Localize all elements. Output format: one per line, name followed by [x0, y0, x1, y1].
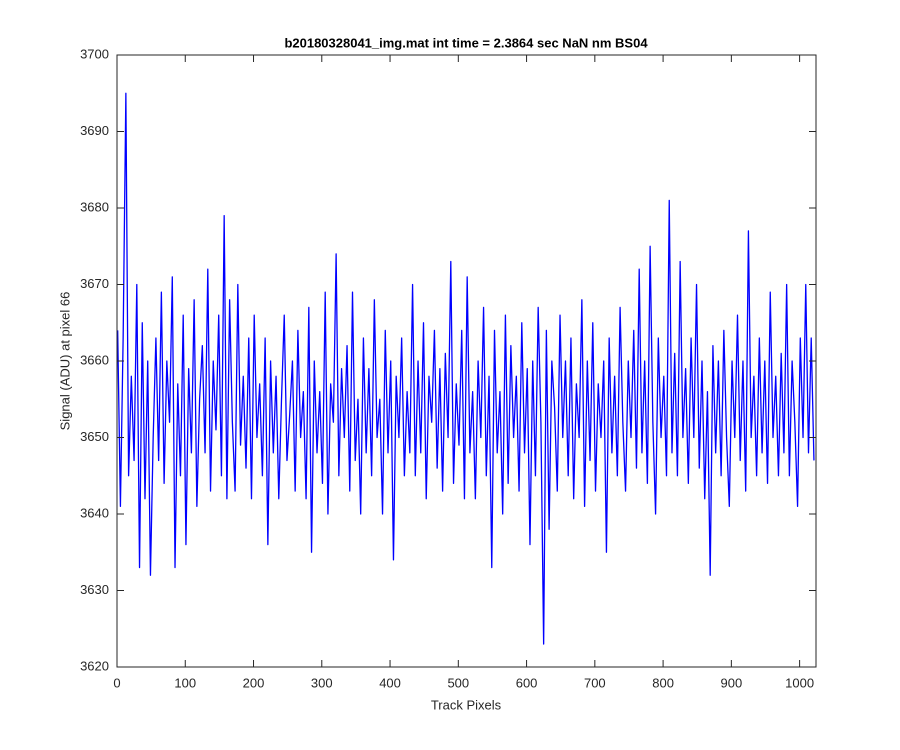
- y-tick-label: 3620: [80, 658, 109, 673]
- x-tick-label: 0: [113, 675, 120, 690]
- x-tick-label: 300: [311, 675, 333, 690]
- chart-title: b20180328041_img.mat int time = 2.3864 s…: [284, 35, 648, 50]
- x-tick-label: 900: [721, 675, 743, 690]
- x-tick-label: 100: [174, 675, 196, 690]
- data-line: [117, 92, 815, 645]
- x-tick-label: 600: [516, 675, 538, 690]
- y-tick-label: 3680: [80, 199, 109, 214]
- y-axis-label: Signal (ADU) at pixel 66: [57, 292, 72, 431]
- x-tick-label: 1000: [785, 675, 814, 690]
- x-tick-label: 400: [379, 675, 401, 690]
- x-axis-label: Track Pixels: [431, 697, 502, 712]
- y-tick-label: 3670: [80, 276, 109, 291]
- y-tick-label: 3660: [80, 352, 109, 367]
- y-tick-label: 3640: [80, 505, 109, 520]
- x-tick-label: 700: [584, 675, 606, 690]
- y-tick-label: 3700: [80, 46, 109, 61]
- x-tick-label: 800: [652, 675, 674, 690]
- y-tick-label: 3650: [80, 429, 109, 444]
- y-tick-label: 3690: [80, 123, 109, 138]
- y-tick-label: 3630: [80, 582, 109, 597]
- x-tick-label: 200: [243, 675, 265, 690]
- x-tick-label: 500: [447, 675, 469, 690]
